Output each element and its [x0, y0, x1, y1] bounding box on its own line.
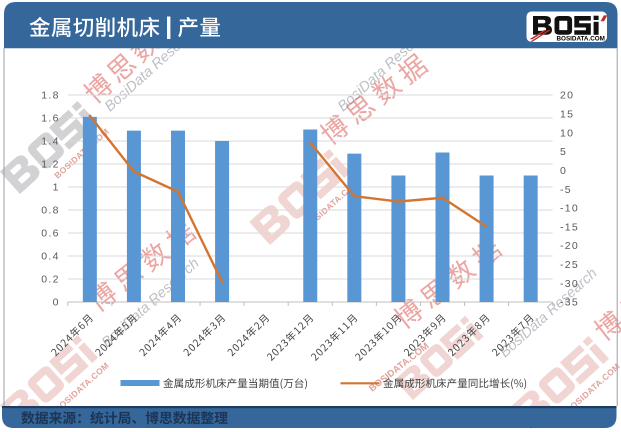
svg-text:-5: -5 — [560, 184, 572, 196]
svg-text:BosiData Research: BosiData Research — [497, 265, 601, 360]
svg-text:-30: -30 — [560, 278, 579, 290]
svg-text:-10: -10 — [560, 203, 579, 215]
svg-text:1.2: 1.2 — [41, 159, 60, 171]
svg-text:-35: -35 — [560, 297, 579, 309]
svg-text:0.6: 0.6 — [41, 228, 60, 240]
svg-text:1.8: 1.8 — [41, 90, 60, 102]
svg-text:-25: -25 — [560, 259, 579, 271]
svg-text:5: 5 — [560, 146, 567, 158]
svg-text:20: 20 — [560, 90, 574, 102]
svg-text:0: 0 — [560, 165, 567, 177]
svg-text:BosiData Research: BosiData Research — [99, 255, 203, 350]
svg-text:-15: -15 — [560, 221, 579, 233]
svg-text:0.2: 0.2 — [41, 274, 60, 286]
svg-text:0: 0 — [53, 297, 60, 309]
svg-text:1: 1 — [53, 182, 60, 194]
svg-text:1.6: 1.6 — [41, 113, 60, 125]
svg-text:15: 15 — [560, 109, 574, 121]
svg-text:10: 10 — [560, 127, 574, 139]
svg-text:0.4: 0.4 — [41, 251, 60, 263]
svg-text:-20: -20 — [560, 240, 579, 252]
svg-text:BOSIDATA.COM: BOSIDATA.COM — [557, 36, 605, 43]
svg-text:1.4: 1.4 — [41, 136, 60, 148]
svg-text:0.8: 0.8 — [41, 205, 60, 217]
